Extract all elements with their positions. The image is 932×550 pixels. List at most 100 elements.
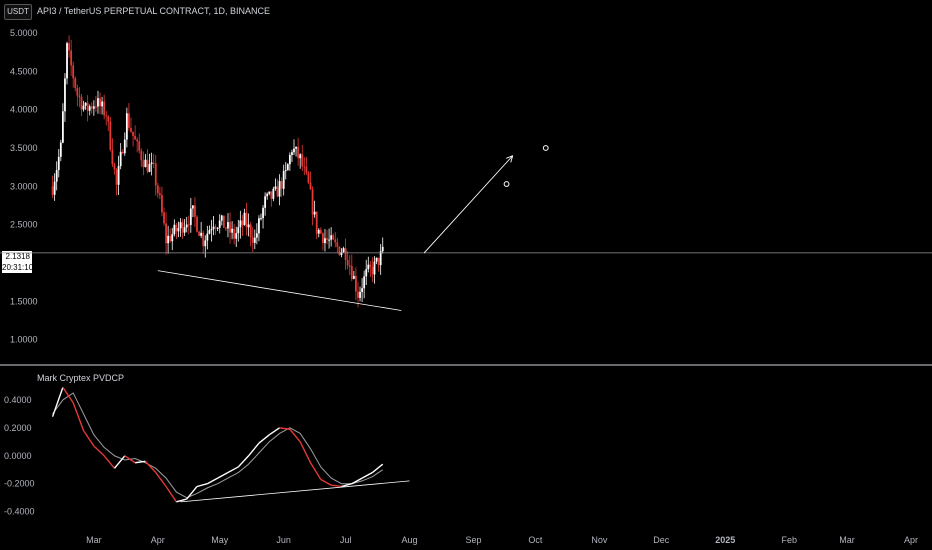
candle-body <box>274 186 277 189</box>
candle-body <box>76 87 79 96</box>
candle-body <box>352 275 355 279</box>
candle-body <box>334 239 337 243</box>
candle-body <box>158 193 161 196</box>
candle-body <box>305 166 308 173</box>
candle-body <box>57 156 60 171</box>
candle-body <box>187 224 190 226</box>
candle-body <box>84 102 87 106</box>
candle-body <box>167 235 170 244</box>
candle-body <box>227 222 229 229</box>
indicator-main-segment <box>341 483 352 488</box>
price-tick-label: 2.5000 <box>10 220 38 230</box>
candle-body <box>61 111 64 143</box>
indicator-main-segment <box>279 427 290 430</box>
candle-body <box>140 150 143 161</box>
candle-body <box>82 105 85 110</box>
candle-body <box>241 220 244 225</box>
candle-body <box>173 224 176 235</box>
last-price-tag: 2.1318 20:31:10 <box>2 251 33 273</box>
candle-body <box>367 264 370 270</box>
candle-body <box>301 154 304 167</box>
price-tick-label: 4.0000 <box>10 105 38 115</box>
candle-body <box>142 160 145 168</box>
candle-body <box>220 215 223 221</box>
candle-body <box>268 191 271 194</box>
indicator-main-segment <box>248 442 260 457</box>
candle-body <box>134 135 137 140</box>
candle-body <box>198 231 200 236</box>
candle-body <box>88 106 91 111</box>
candle-body <box>90 106 93 109</box>
candle-body <box>214 226 217 228</box>
indicator-main-segment <box>103 455 116 469</box>
indicator-main-segment <box>135 460 146 464</box>
candle-body <box>105 115 108 117</box>
indicator-main-segment <box>227 466 239 474</box>
candle-body <box>92 106 95 109</box>
price-tick-label: 5.0000 <box>10 28 38 38</box>
time-tick-label: Oct <box>528 535 543 545</box>
candle-body <box>260 218 262 220</box>
candle-body <box>307 172 310 183</box>
candle-body <box>321 233 324 244</box>
candle-body <box>163 212 165 224</box>
candle-body <box>130 127 132 132</box>
candle-body <box>161 195 163 213</box>
candle-body <box>196 216 198 232</box>
candle-body <box>346 259 349 266</box>
indicator-main-segment <box>237 455 250 468</box>
indicator-tick-label: 0.0000 <box>4 451 32 461</box>
indicator-main-segment <box>124 455 136 464</box>
candle-body <box>332 235 335 240</box>
price-tick-label: 3.5000 <box>10 143 38 153</box>
candle-body <box>272 188 275 199</box>
indicator-main-segment <box>351 477 363 485</box>
indicator-main-segment <box>289 428 301 443</box>
candle-body <box>95 106 97 108</box>
candle-body <box>286 164 289 171</box>
indicator-signal-line <box>52 392 384 499</box>
candle-body <box>373 261 376 275</box>
candle-body <box>175 224 178 232</box>
candle-body <box>282 170 285 189</box>
candle-body <box>200 232 203 236</box>
candle-body <box>379 251 382 266</box>
chart-title: API3 / TetherUS PERPETUAL CONTRACT, 1D, … <box>37 6 270 16</box>
candle-body <box>132 131 134 136</box>
indicator-main-segment <box>258 434 270 444</box>
candle-body <box>194 205 196 217</box>
candle-body <box>251 237 254 243</box>
time-tick-label: Mar <box>839 535 855 545</box>
candle-body <box>109 121 112 150</box>
candle-body <box>185 224 188 228</box>
candle-body <box>101 101 103 107</box>
indicator-pane: 0.4000 0.2000 0.0000 -0.2000 -0.4000 <box>4 386 410 517</box>
candle-body <box>80 97 83 110</box>
candle-body <box>247 224 250 228</box>
candle-body <box>165 223 167 244</box>
candle-body <box>284 170 287 172</box>
projection-arrow-head <box>506 155 513 159</box>
candle-body <box>280 181 283 189</box>
time-tick-label: 2025 <box>715 535 735 545</box>
candle-body <box>113 164 116 170</box>
indicator-main-segment <box>371 463 384 474</box>
indicator-main-segment <box>268 427 280 436</box>
candle-body <box>206 233 209 241</box>
candle-body <box>123 139 126 154</box>
support-trendline <box>157 270 402 311</box>
candle-body <box>86 102 89 111</box>
currency-badge[interactable]: USDT <box>4 4 32 20</box>
candle-body <box>342 248 345 253</box>
candle-body <box>319 229 322 234</box>
time-tick-label: Apr <box>151 535 165 545</box>
candle-body <box>249 224 252 238</box>
candle-body <box>350 265 353 279</box>
indicator-main-segment <box>320 478 332 486</box>
candle-body <box>111 149 114 165</box>
price-tick-label: 1.0000 <box>10 335 38 345</box>
candle-body <box>237 227 240 234</box>
candle-body <box>179 222 182 229</box>
target-circle-marker <box>542 145 549 151</box>
